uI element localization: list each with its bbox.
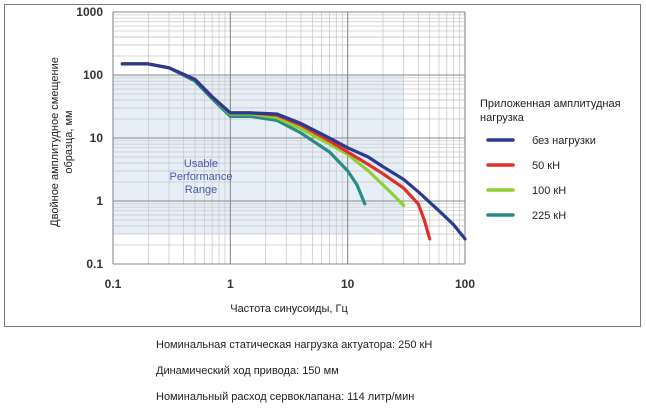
legend-label: 50 кН: [532, 160, 560, 172]
y-tick-label: 1: [96, 194, 103, 208]
y-tick-label: 0.1: [86, 257, 103, 271]
spec-static-load: Номинальная статическая нагрузка актуато…: [156, 339, 433, 351]
annotation-label: Performance: [170, 171, 233, 183]
series-group: [120, 62, 467, 241]
x-tick-label: 100: [455, 277, 475, 291]
spec-stroke: Динамический ход привода: 150 мм: [156, 365, 339, 377]
annotation-label: Usable: [184, 158, 218, 170]
y-tick-label: 1000: [76, 5, 103, 19]
x-tick-label: 10: [341, 277, 355, 291]
legend-label: 225 кН: [532, 210, 566, 222]
y-axis-title: Двойное амплитудное смещение: [49, 57, 61, 227]
annotation-label: Range: [185, 184, 217, 196]
x-axis-title: Частота синусоиды, Гц: [230, 303, 348, 315]
legend-title: Приложенная амплитудная: [480, 98, 621, 110]
specs-block: Номинальная статическая нагрузка актуато…: [156, 338, 432, 416]
series-line: [120, 62, 467, 241]
legend-title: нагрузка: [480, 112, 525, 124]
spec-flow: Номинальный расход сервоклапана: 114 лит…: [156, 391, 415, 403]
legend-label: 100 кН: [532, 185, 566, 197]
x-tick-label: 0.1: [105, 277, 122, 291]
x-tick-label: 1: [227, 277, 234, 291]
y-tick-label: 100: [83, 68, 103, 82]
y-tick-label: 10: [90, 131, 104, 145]
legend-label: без нагрузки: [532, 135, 596, 147]
y-axis-title: образца, мм: [63, 110, 75, 173]
